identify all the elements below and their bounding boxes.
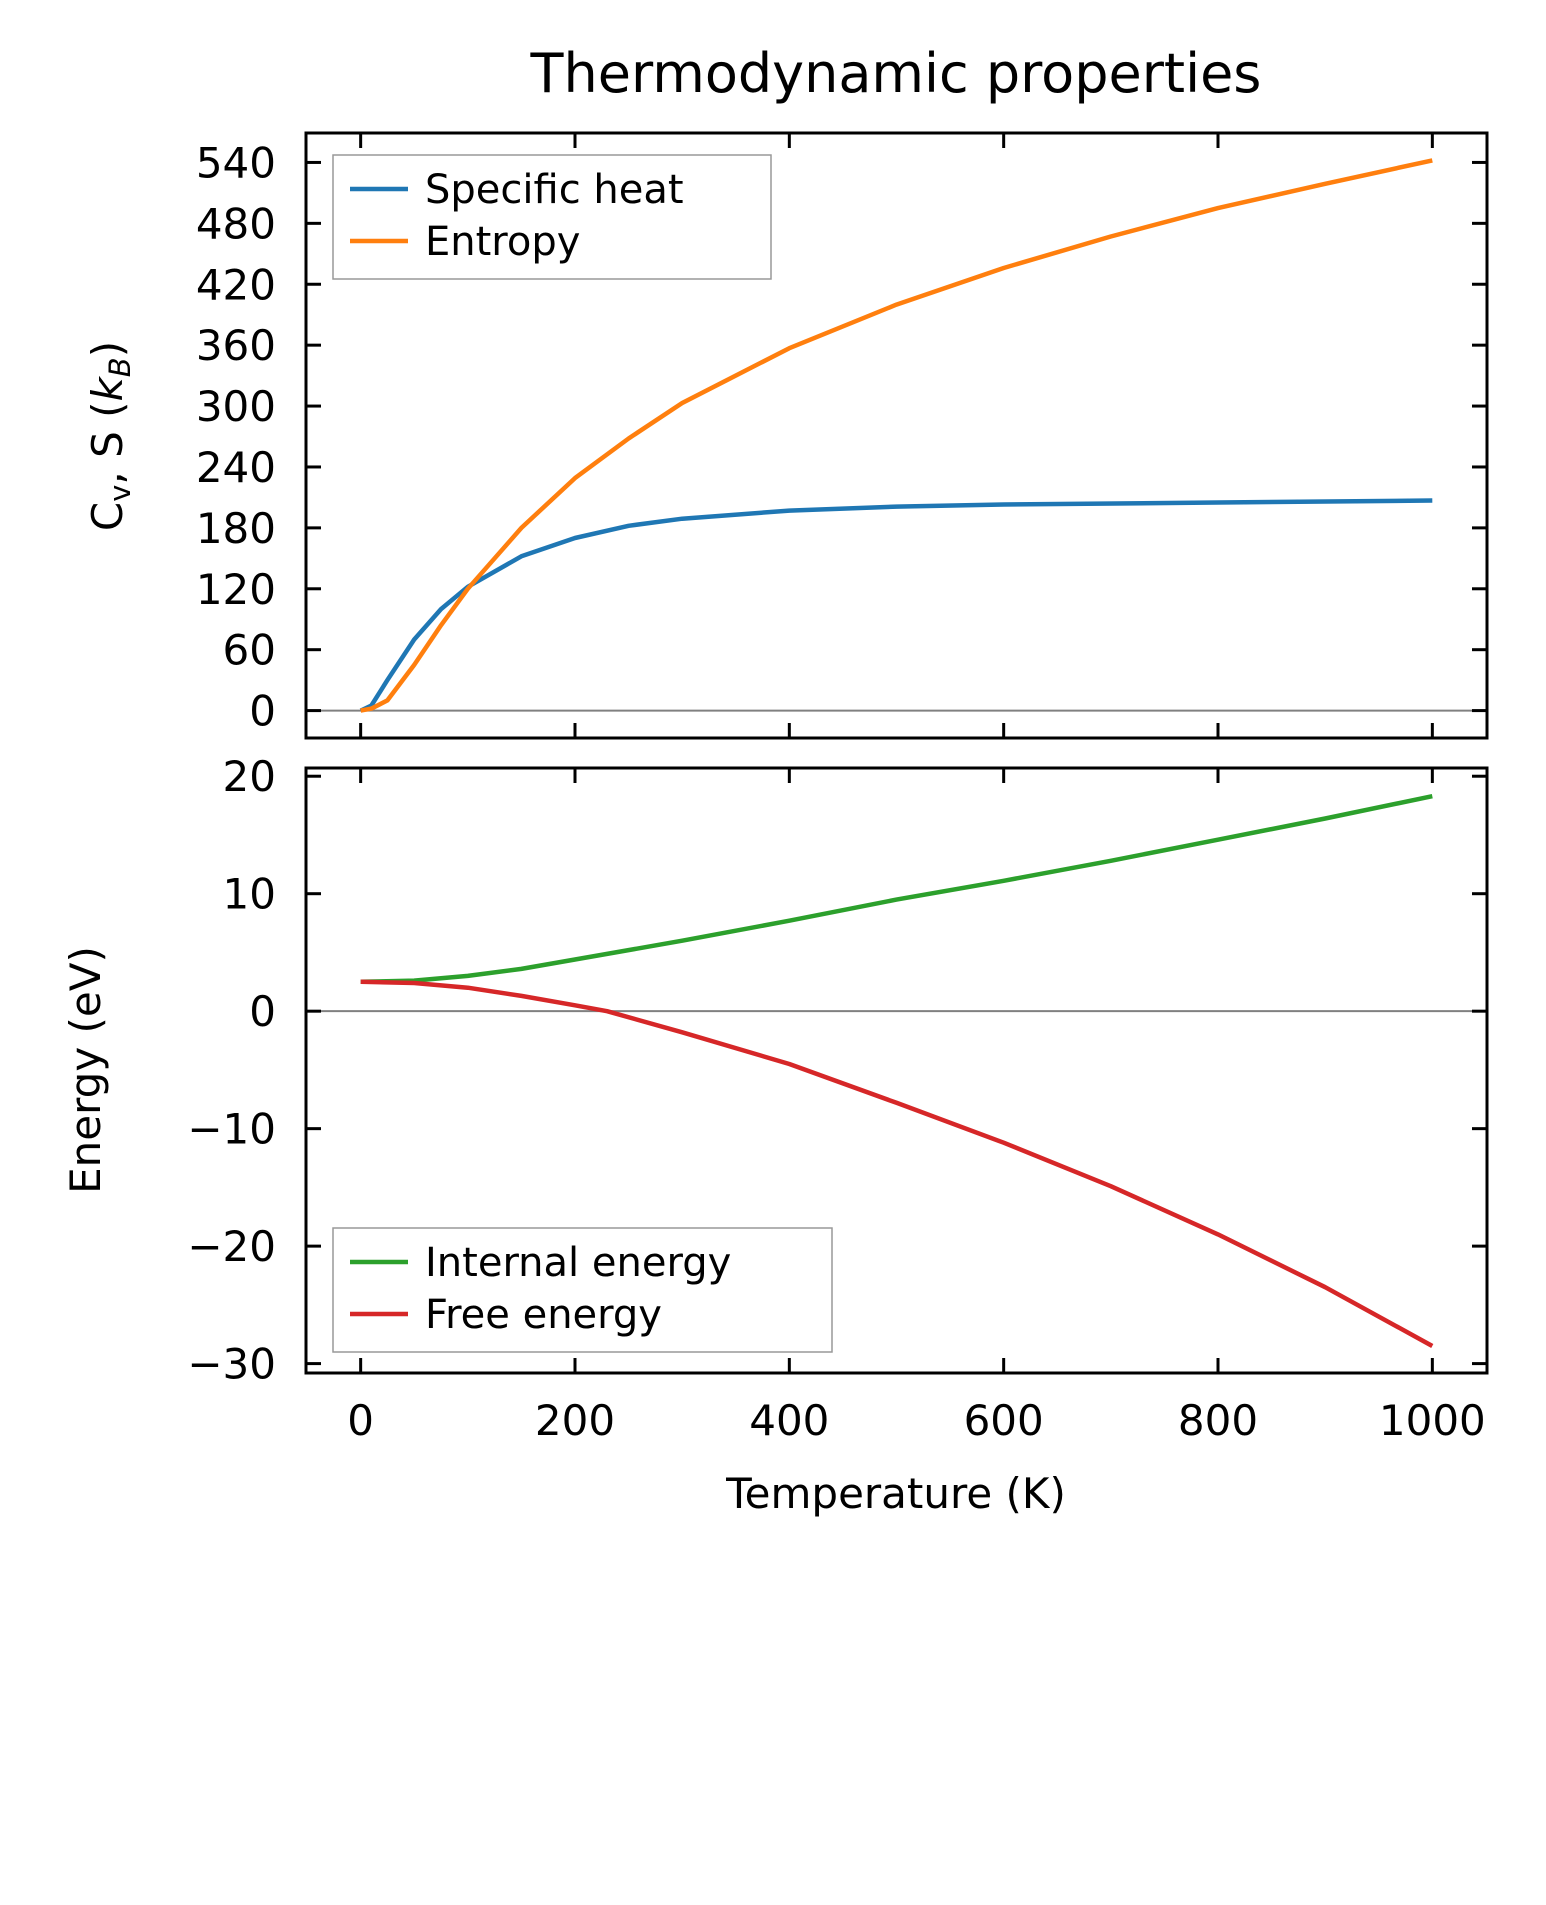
y-axis-label-bottom: Energy (eV) [61,946,110,1194]
x-tick-label: 200 [535,1396,615,1445]
y-tick-label: 0 [249,687,276,736]
legend-label: Internal energy [425,1240,731,1286]
y-axis-label-top: Cv, S (kB) [83,341,137,531]
legend-label: Specific heat [425,167,684,213]
y-tick-label: 10 [223,870,276,919]
legend-label: Entropy [425,219,580,265]
y-tick-label: 240 [196,443,276,492]
legend-label: Free energy [425,1292,662,1338]
y-tick-label: 20 [223,752,276,801]
chart-title: Thermodynamic properties [530,42,1262,105]
y-tick-label: 480 [196,199,276,248]
y-tick-label: 540 [196,138,276,187]
y-tick-label: −10 [187,1105,276,1154]
series-line-entropy [360,158,1433,713]
series-line-free-energy [360,979,1434,1348]
legend-box [332,1227,833,1353]
y-tick-label: 120 [196,565,276,614]
y-tick-label: 180 [196,504,276,553]
series-line-internal-energy [360,793,1433,985]
y-tick-label: −30 [187,1340,276,1389]
x-tick-label: 600 [964,1396,1044,1445]
y-tick-label: 0 [249,987,276,1036]
y-tick-label: 300 [196,382,276,431]
x-tick-label: 0 [347,1396,374,1445]
top-axes: 0 60 120 180 240 300 360 420 480 540 Specific heat… [196,131,1489,740]
axes-frame [304,131,1489,740]
y-tick-label: 420 [196,260,276,309]
y-tick-label: 360 [196,321,276,370]
x-tick-label: 400 [749,1396,829,1445]
y-tick-label: −20 [187,1222,276,1271]
bottom-axes: 20 10 0 −10 −20 −30 0 200 400 600 800 1000 Internal … [187,752,1489,1445]
x-tick-label: 1000 [1379,1396,1486,1445]
x-tick-label: 800 [1178,1396,1258,1445]
legend-box [332,154,772,280]
axes-frame [304,766,1489,1375]
y-tick-label: 60 [223,626,276,675]
series-line-specific-heat [359,498,1433,713]
x-axis-label: Temperature (K) [725,1469,1066,1518]
